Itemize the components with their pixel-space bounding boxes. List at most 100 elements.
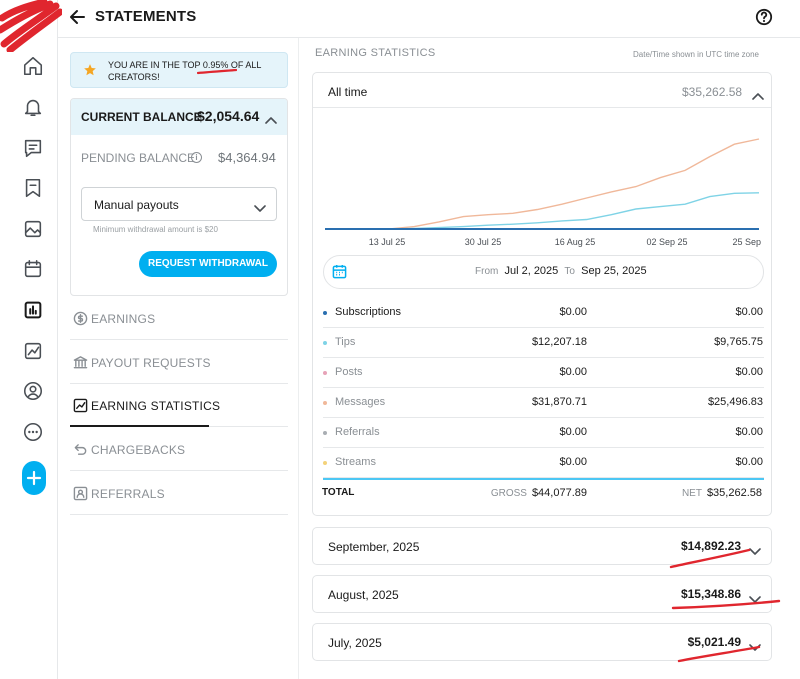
month-name: July, 2025 <box>328 636 382 650</box>
balance-card: CURRENT BALANCE $2,054.64 PENDING BALANC… <box>70 98 288 296</box>
plus-icon <box>26 470 42 486</box>
menu-label: PAYOUT REQUESTS <box>91 356 211 370</box>
date-range-text: From Jul 2, 2025 To Sep 25, 2025 <box>475 265 647 277</box>
x-tick-label: 13 Jul 25 <box>369 237 406 247</box>
chevron-up-icon[interactable] <box>265 111 277 124</box>
request-withdrawal-button[interactable]: REQUEST WITHDRAWAL <box>139 251 277 277</box>
new-post-button[interactable] <box>22 461 46 495</box>
x-tick-label: 25 Sep 25 <box>732 237 761 247</box>
help-icon[interactable] <box>755 8 773 26</box>
payout-mode-value: Manual payouts <box>94 198 179 212</box>
row-net: $25,496.83 <box>707 396 763 408</box>
series-line <box>365 192 760 230</box>
red-scribble-mark <box>0 0 62 52</box>
from-date: Jul 2, 2025 <box>504 265 559 277</box>
vault-icon[interactable] <box>20 216 46 242</box>
chevron-down-icon[interactable] <box>749 591 761 603</box>
month-card-september[interactable]: September, 2025 $14,892.23 <box>312 527 772 565</box>
current-balance-header[interactable]: CURRENT BALANCE $2,054.64 <box>71 99 287 135</box>
menu-item-earnings[interactable]: EARNINGS <box>70 296 288 340</box>
collections-icon[interactable] <box>20 175 46 201</box>
back-arrow-icon[interactable] <box>68 7 88 27</box>
menu-label: CHARGEBACKS <box>91 443 186 457</box>
series-color-dot <box>323 401 327 405</box>
row-gross: $0.00 <box>559 366 587 378</box>
gross-total-value: $44,077.89 <box>531 487 587 499</box>
calendar-icon <box>332 264 347 279</box>
series-color-dot <box>323 461 327 465</box>
column-divider <box>298 38 299 679</box>
menu-label: REFERRALS <box>91 487 165 501</box>
month-total: $15,348.86 <box>680 587 741 601</box>
series-color-dot <box>323 371 327 375</box>
month-total: $14,892.23 <box>680 539 741 553</box>
row-gross: $31,870.71 <box>531 396 587 408</box>
breakdown-row: Subscriptions $0.00 $0.00 <box>323 298 764 328</box>
gross-total: GROSS $44,077.89 <box>491 487 587 499</box>
month-card-august[interactable]: August, 2025 $15,348.86 <box>312 575 772 613</box>
pending-balance-value: $4,364.94 <box>218 150 276 165</box>
star-icon <box>84 64 96 76</box>
menu-item-chargebacks[interactable]: CHARGEBACKS <box>70 427 288 471</box>
net-total: NET $35,262.58 <box>682 487 762 499</box>
undo-icon <box>73 442 88 457</box>
row-name: Messages <box>335 396 386 408</box>
earnings-line-chart: 13 Jul 25 30 Jul 25 16 Aug 25 02 Sep 25 25 S… <box>325 138 761 247</box>
analytics-icon[interactable] <box>20 338 46 364</box>
red-underline-mark <box>669 548 751 569</box>
statistics-icon[interactable] <box>20 297 46 323</box>
referral-icon <box>73 486 88 501</box>
net-total-value: $35,262.58 <box>706 487 762 499</box>
page-header <box>58 0 800 38</box>
total-divider <box>323 478 764 480</box>
row-gross: $12,207.18 <box>531 336 587 348</box>
red-underline-mark <box>677 645 761 663</box>
trend-chart-icon <box>73 398 88 413</box>
profile-icon[interactable] <box>20 378 46 404</box>
series-color-dot <box>323 341 327 345</box>
from-label: From <box>475 266 499 277</box>
home-icon[interactable] <box>20 53 46 79</box>
date-range-picker[interactable]: From Jul 2, 2025 To Sep 25, 2025 <box>323 255 764 289</box>
bank-icon <box>73 355 88 370</box>
menu-item-payout-requests[interactable]: PAYOUT REQUESTS <box>70 340 288 384</box>
current-balance-value: $2,054.64 <box>197 108 260 124</box>
row-net: $0.00 <box>735 456 763 468</box>
to-label: To <box>564 266 575 277</box>
breakdown-row: Streams $0.00 $0.00 <box>323 448 764 478</box>
menu-item-earning-statistics[interactable]: EARNING STATISTICS <box>70 383 288 427</box>
page-title: STATEMENTS <box>95 8 197 25</box>
nav-rail <box>0 0 62 679</box>
payout-mode-select[interactable]: Manual payouts <box>81 187 277 221</box>
row-net: $0.00 <box>735 426 763 438</box>
chevron-down-icon[interactable] <box>749 543 761 555</box>
row-name: Subscriptions <box>335 306 402 318</box>
period-total: $35,262.58 <box>682 85 743 99</box>
bell-icon[interactable] <box>20 94 46 120</box>
creator-rank-banner: YOU ARE IN THE TOP 0.95% OF ALL CREATORS… <box>70 52 288 88</box>
breakdown-row: Tips $12,207.18 $9,765.75 <box>323 328 764 358</box>
to-date: Sep 25, 2025 <box>581 265 647 277</box>
current-balance-label: CURRENT BALANCE <box>81 110 202 124</box>
menu-label: EARNINGS <box>91 312 156 326</box>
info-icon[interactable]: i <box>191 152 202 163</box>
series-line <box>365 138 760 230</box>
gross-label: GROSS <box>490 488 527 499</box>
row-net: $9,765.75 <box>714 336 763 348</box>
more-icon[interactable] <box>20 419 46 445</box>
menu-label: EARNING STATISTICS <box>91 399 221 413</box>
chevron-up-icon[interactable] <box>752 87 764 100</box>
period-label[interactable]: All time <box>328 85 368 99</box>
min-withdrawal-note: Minimum withdrawal amount is $20 <box>93 225 218 234</box>
row-name: Posts <box>335 366 363 378</box>
month-card-july[interactable]: July, 2025 $5,021.49 <box>312 623 772 661</box>
chevron-down-icon <box>254 200 266 212</box>
calendar-rail-icon[interactable] <box>20 256 46 282</box>
row-net: $0.00 <box>735 306 763 318</box>
divider <box>313 107 771 108</box>
month-name: September, 2025 <box>328 540 420 554</box>
month-total: $5,021.49 <box>687 635 741 649</box>
messages-icon[interactable] <box>20 135 46 161</box>
x-tick-label: 16 Aug 25 <box>555 237 596 247</box>
menu-item-referrals[interactable]: REFERRALS <box>70 471 288 515</box>
